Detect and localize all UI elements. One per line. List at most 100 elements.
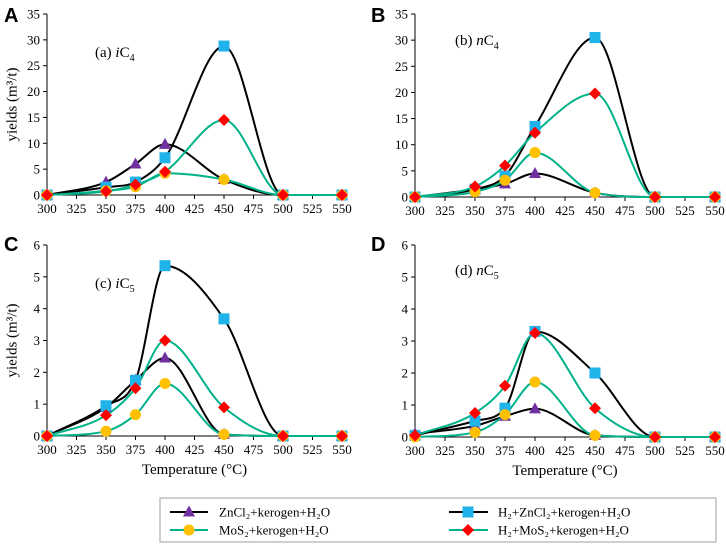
x-tick-label: 525 — [303, 201, 323, 216]
panel-title: (d) nC5 — [455, 263, 499, 282]
x-tick-label: 350 — [96, 442, 116, 457]
series-line — [46, 143, 342, 196]
legend-label: H₂+ZnCl₂+kerogen+H₂O — [498, 505, 630, 520]
series-line — [46, 382, 342, 437]
data-point — [41, 189, 53, 201]
y-tick-label: 4 — [402, 302, 409, 317]
y-tick-label: 5 — [34, 269, 41, 284]
data-point — [218, 401, 230, 414]
data-point — [41, 430, 53, 442]
data-point — [529, 327, 541, 339]
data-point — [529, 166, 541, 178]
data-point — [218, 173, 230, 185]
x-tick-label: 300 — [405, 203, 425, 218]
x-tick-label: 550 — [705, 443, 725, 458]
y-tick-label: 0 — [402, 190, 409, 205]
x-tick-label: 325 — [435, 443, 455, 458]
legend-frame — [159, 497, 717, 543]
y-tick-label: 15 — [27, 110, 40, 125]
x-tick-label: 400 — [155, 442, 175, 457]
data-point — [529, 147, 541, 159]
x-tick-label: 550 — [332, 442, 352, 457]
x-tick-label: 300 — [37, 442, 57, 457]
data-point — [159, 334, 171, 347]
legend-marker — [183, 524, 195, 536]
x-tick-label: 400 — [525, 203, 545, 218]
data-point — [336, 430, 348, 442]
data-point — [129, 382, 142, 395]
data-point — [159, 165, 171, 178]
series-line — [46, 172, 342, 196]
legend-marker-shape — [462, 506, 474, 518]
x-axis-title: Temperature (°C) — [142, 462, 247, 478]
x-tick-label: 500 — [645, 443, 665, 458]
series-group — [409, 32, 721, 203]
x-tick-label: 525 — [675, 203, 695, 218]
data-point — [499, 409, 511, 421]
x-tick-label: 325 — [67, 442, 87, 457]
chart-panel-a: A 0 5 10 15 20 25 30 35 300 325 350 375 400 425 450 475 5… — [4, 5, 352, 216]
data-point — [159, 260, 171, 272]
y-tick-label: 1 — [34, 397, 41, 412]
x-tick-label: 475 — [615, 203, 635, 218]
x-tick-label: 425 — [555, 443, 575, 458]
data-point — [130, 409, 141, 421]
x-tick-label: 425 — [185, 442, 205, 457]
data-point — [100, 409, 112, 422]
y-tick-label: 2 — [402, 366, 409, 381]
data-point — [649, 431, 661, 443]
legend: ZnCl₂+kerogen+H₂O H₂+ZnCl₂+kerogen+H₂O M… — [159, 497, 717, 543]
data-point — [589, 87, 601, 100]
panel-title: (b) nC4 — [455, 33, 499, 52]
data-point — [129, 178, 142, 191]
data-point — [469, 426, 481, 438]
data-point — [159, 377, 171, 389]
y-tick-label: 5 — [402, 163, 409, 178]
x-tick-label: 475 — [244, 442, 264, 457]
y-tick-label: 0 — [402, 430, 409, 445]
y-tick-label: 5 — [34, 162, 41, 177]
y-tick-label: 1 — [402, 398, 409, 413]
x-tick-label: 325 — [67, 201, 87, 216]
data-point — [159, 152, 171, 164]
y-tick-label: 2 — [34, 365, 41, 380]
data-point — [499, 174, 511, 186]
chart-panel-c: C 0 1 2 3 4 5 6 300 325 350 375 400 425 450 475 500 525 55… — [4, 234, 352, 478]
panel-letter: A — [4, 5, 18, 27]
x-tick-label: 375 — [495, 203, 515, 218]
y-tick-label: 35 — [27, 7, 40, 22]
x-tick-label: 300 — [405, 443, 425, 458]
data-point — [499, 402, 511, 414]
y-tick-label: 10 — [27, 136, 40, 151]
data-point — [589, 367, 601, 379]
x-tick-label: 450 — [585, 443, 605, 458]
x-tick-label: 375 — [126, 442, 146, 457]
series-group — [41, 260, 348, 442]
x-tick-label: 475 — [615, 443, 635, 458]
legend-marker-shape — [183, 505, 195, 517]
series-line — [46, 339, 342, 437]
data-point — [589, 402, 601, 415]
chart-panel-b: B 0 5 10 15 20 25 30 35 300 325 350 375 400 425 450 475 5… — [371, 5, 725, 218]
x-tick-label: 450 — [585, 203, 605, 218]
y-tick-label: 25 — [395, 59, 408, 74]
y-axis-title: yields (m³/t) — [4, 303, 20, 377]
data-point — [649, 191, 661, 203]
y-tick-label: 0 — [34, 188, 41, 203]
y-tick-label: 30 — [27, 32, 40, 47]
data-point — [218, 114, 230, 127]
data-point — [529, 402, 541, 414]
y-tick-label: 3 — [34, 333, 41, 348]
legend-item: MoS₂+kerogen+H₂O — [170, 523, 329, 538]
x-tick-label: 450 — [214, 442, 234, 457]
y-tick-label: 0 — [34, 429, 41, 444]
x-tick-label: 525 — [675, 443, 695, 458]
y-tick-label: 6 — [34, 238, 41, 253]
legend-label: ZnCl₂+kerogen+H₂O — [219, 505, 330, 520]
data-point — [499, 379, 511, 392]
x-tick-label: 300 — [37, 201, 57, 216]
y-tick-label: 20 — [395, 85, 408, 100]
y-tick-label: 3 — [402, 334, 409, 349]
data-point — [100, 425, 112, 437]
